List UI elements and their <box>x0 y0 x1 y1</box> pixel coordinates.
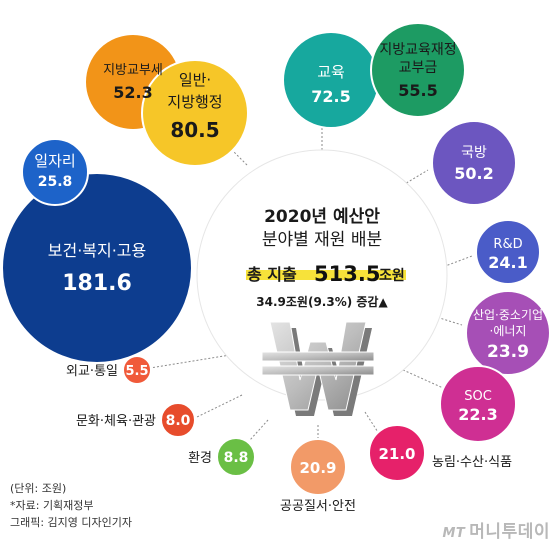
bubble-gyoyukjaejeong <box>370 22 466 118</box>
bubble-value-soc: 22.3 <box>458 405 497 424</box>
total-label: 총 지출 <box>247 265 297 284</box>
bubble-value-munhwa: 8.0 <box>166 413 191 429</box>
graphic-credit: 그래픽: 김지영 디자인기자 <box>10 516 133 529</box>
bubble-value-nongnim: 21.0 <box>378 445 415 463</box>
bubble-name-gyoyukjaejeong: 교부금 <box>399 60 438 76</box>
connector-lines <box>149 122 473 442</box>
bubble-value-gyoyukjaejeong: 55.5 <box>398 81 437 100</box>
bubble-name-hwangyeong: 환경 <box>188 451 212 466</box>
connector-line <box>194 394 243 419</box>
unit-note: (단위: 조원) <box>10 482 67 495</box>
connector-line <box>391 364 453 393</box>
bubble-gukbang <box>431 120 517 206</box>
bubble-value-iljari: 25.8 <box>38 174 73 190</box>
publisher-logo: MT 머니투데이 <box>442 522 550 542</box>
bubble-value-haengjeong: 80.5 <box>170 118 219 142</box>
bubble-name-nongnim: 농림·수산·식품 <box>432 455 512 470</box>
bubble-name-gyoyukjaejeong: 지방교육재정 <box>379 42 456 58</box>
bubble-value-gyobuse: 52.3 <box>113 83 152 102</box>
labels-layer: 보건·복지·고용 181.6 일자리 25.8 지방교부세 52.3 일반· 지방행정 80.5… <box>34 42 543 514</box>
total-unit: 조원 <box>379 268 405 284</box>
bubble-name-gyoyuk: 교육 <box>317 63 345 81</box>
total-value: 513.5 <box>314 262 380 286</box>
bubble-oegyo <box>122 355 152 385</box>
center-title-line2: 분야별 재원 배분 <box>262 230 382 250</box>
bubble-name-iljari: 일자리 <box>34 152 75 170</box>
bubble-bokji <box>1 172 193 364</box>
bubble-name-gonggong: 공공질서·안전 <box>280 499 356 514</box>
bubble-value-gukbang: 50.2 <box>454 164 493 183</box>
increase-text: 34.9조원(9.3%) 증감▲ <box>256 294 388 309</box>
bubble-value-gonggong: 20.9 <box>299 459 336 477</box>
bubble-gonggong <box>289 438 347 496</box>
won-sign-icon <box>261 321 375 416</box>
bubble-soc <box>439 365 517 443</box>
total-highlight <box>246 270 406 280</box>
bubble-name-haengjeong: 일반· <box>179 71 211 89</box>
bubble-name-gukbang: 국방 <box>461 145 487 161</box>
connector-line <box>209 127 248 166</box>
bubble-name-saneop: ·에너지 <box>490 324 527 338</box>
bubble-munhwa <box>160 402 196 438</box>
connector-line <box>149 354 231 369</box>
bubble-value-oegyo: 5.5 <box>125 364 148 379</box>
bubble-name-soc: SOC <box>464 389 492 404</box>
center-title-line1: 2020년 예산안 <box>264 207 380 227</box>
bubble-value-saneop: 23.9 <box>487 342 529 362</box>
bubble-name-saneop: 산업·중소기업 <box>473 308 543 322</box>
bubble-rnd <box>475 219 541 285</box>
bubble-value-gyoyuk: 72.5 <box>311 87 350 106</box>
bubble-name-rnd: R&D <box>493 237 522 252</box>
bubble-name-oegyo: 외교·통일 <box>66 364 118 379</box>
connector-line <box>402 169 429 186</box>
bubble-value-rnd: 24.1 <box>488 253 527 272</box>
connector-line <box>249 419 269 441</box>
bubble-name-munhwa: 문화·체육·관광 <box>76 414 156 429</box>
bubble-nongnim <box>368 424 426 482</box>
bubble-name-gyobuse: 지방교부세 <box>103 63 163 78</box>
bubble-saneop <box>465 290 551 376</box>
bubble-hwangyeong <box>216 437 256 477</box>
bubble-value-bokji: 181.6 <box>62 271 132 296</box>
bubble-haengjeong <box>141 59 249 167</box>
source-note: *자료: 기획재정부 <box>10 499 94 512</box>
bubble-name-haengjeong: 지방행정 <box>167 93 222 111</box>
connector-line <box>364 411 384 441</box>
bubble-name-bokji: 보건·복지·고용 <box>48 241 147 260</box>
bubbles-layer <box>1 22 551 496</box>
bubble-iljari <box>21 138 89 206</box>
bubble-value-hwangyeong: 8.8 <box>224 450 249 466</box>
